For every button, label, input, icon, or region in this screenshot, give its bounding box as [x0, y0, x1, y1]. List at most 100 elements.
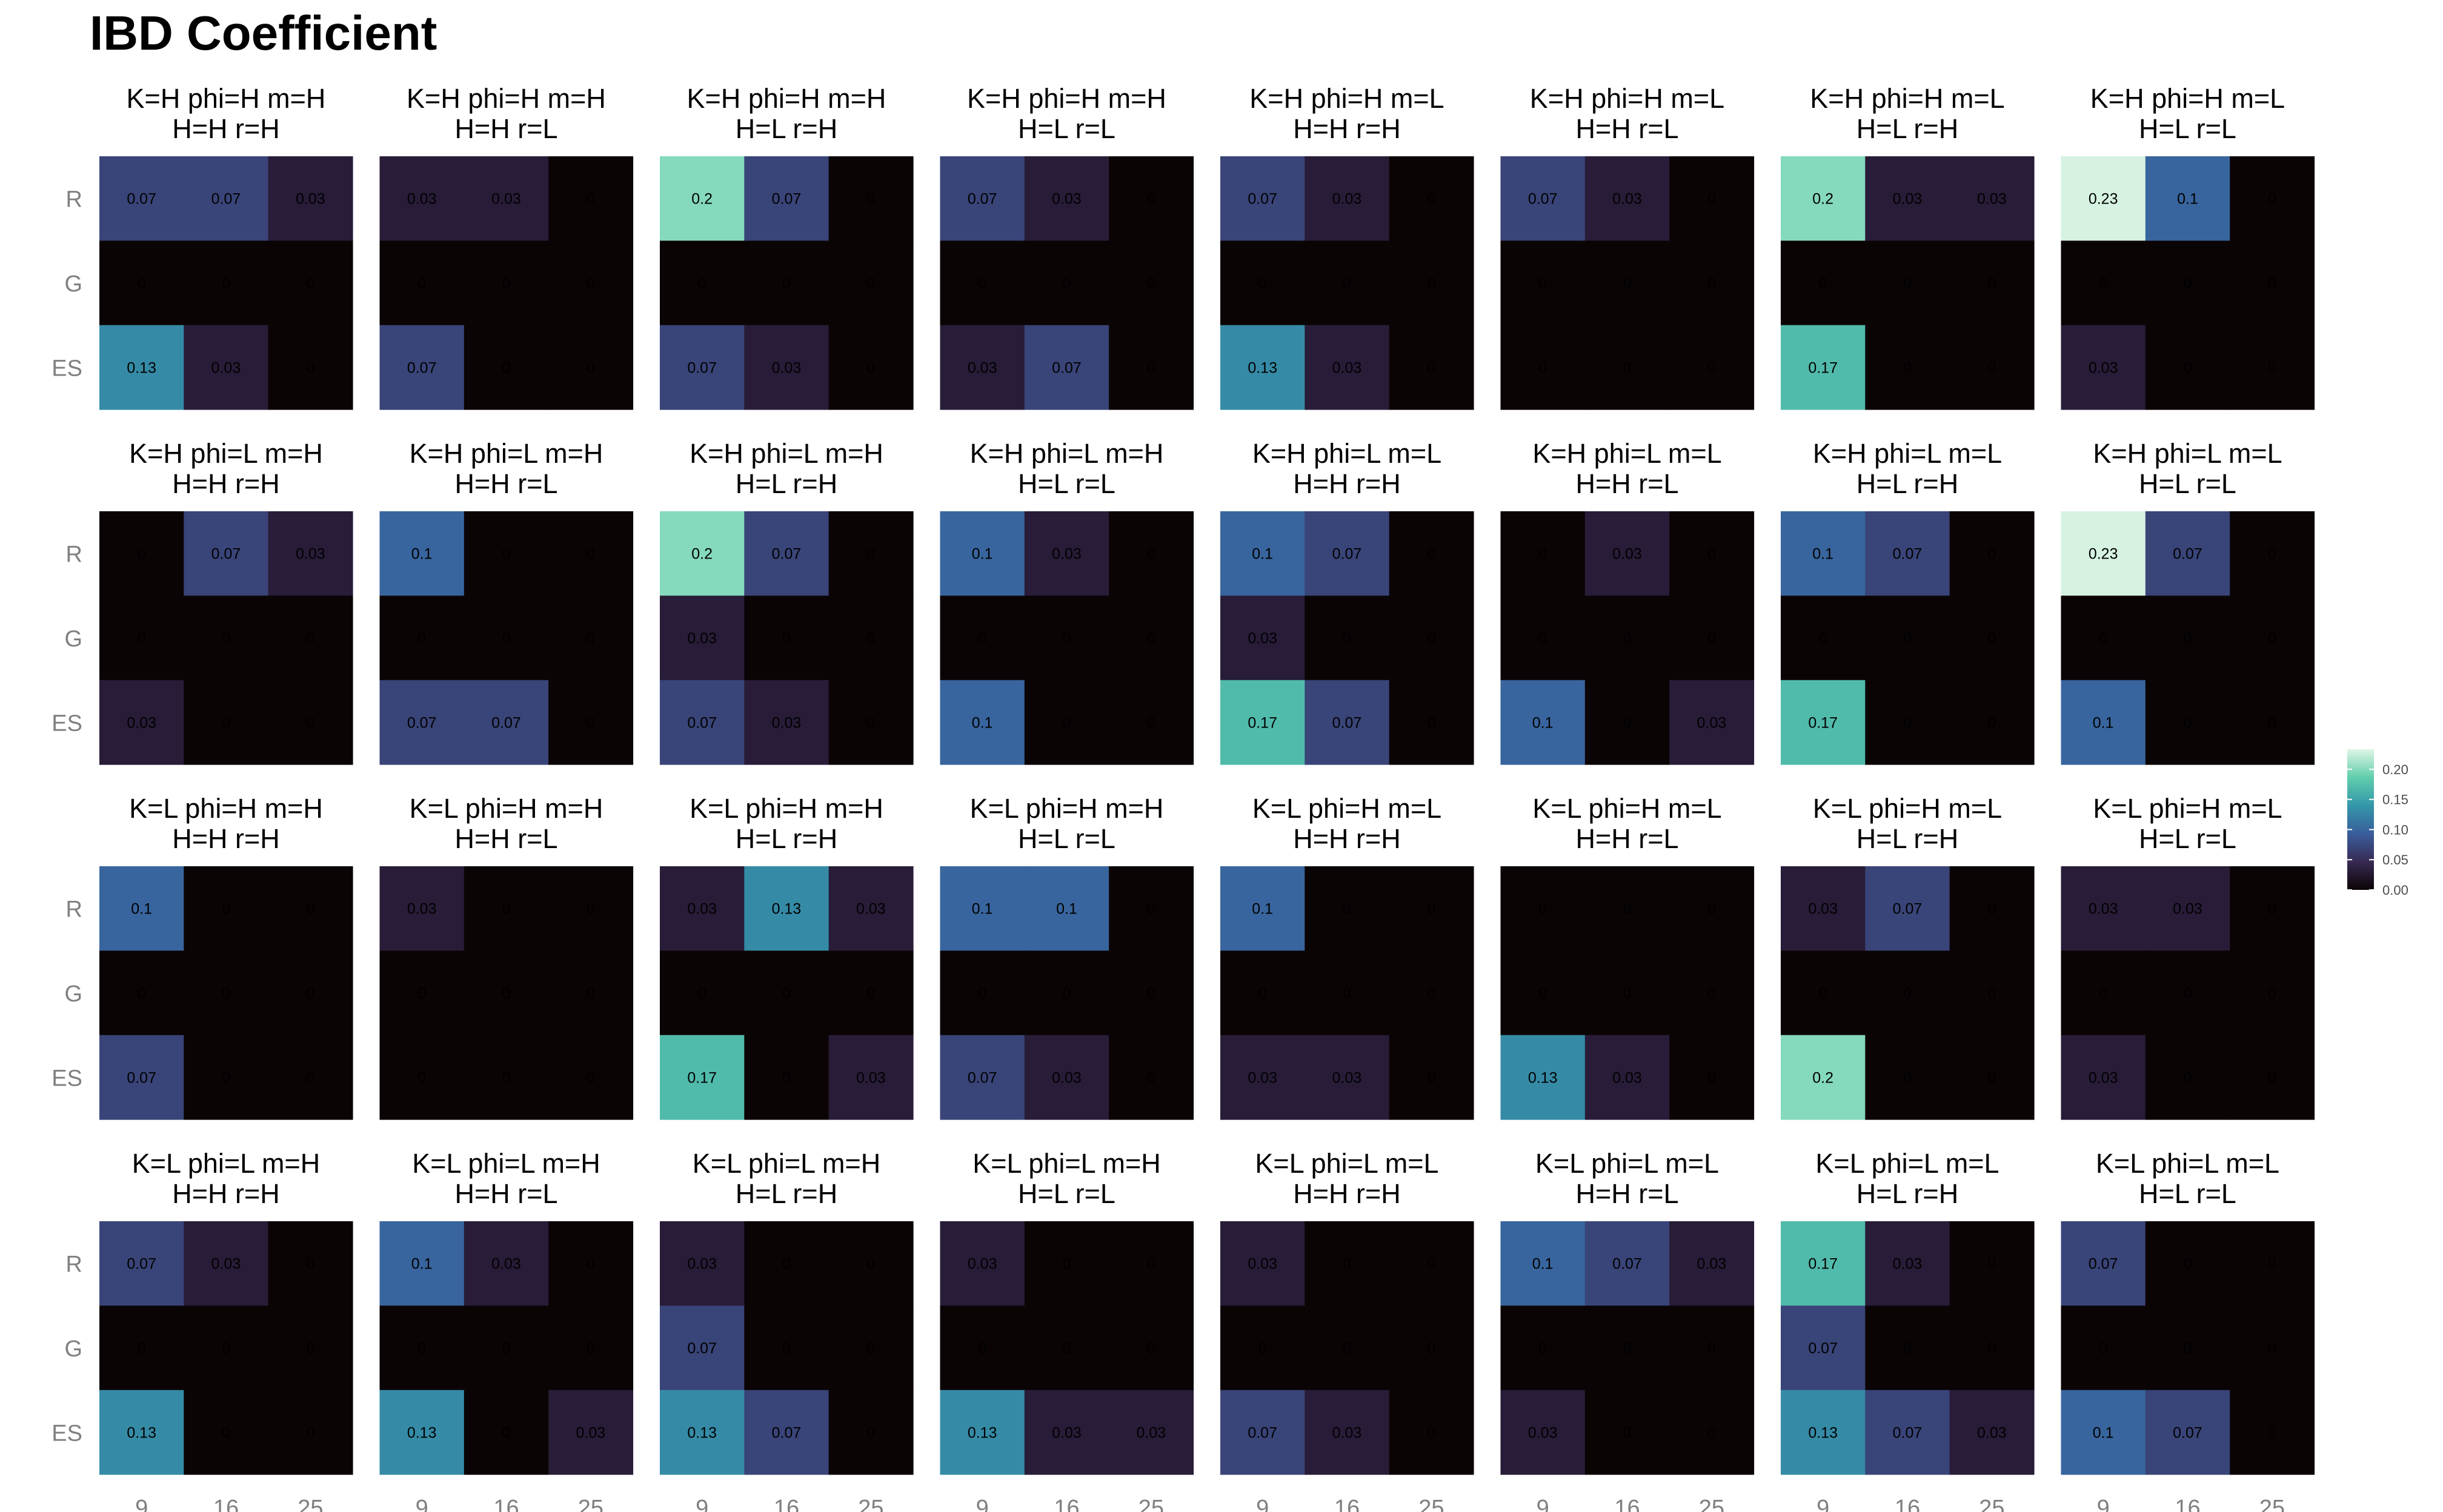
cell-value-label: 0.07 — [2089, 1256, 2118, 1273]
cell-value-label: 0 — [1707, 359, 1716, 376]
heatmap-cell — [2145, 325, 2230, 410]
cell-value-label: 0 — [1147, 630, 1155, 647]
heatmap-cell — [1024, 1390, 1109, 1475]
panel-title-line2: H=H r=H — [1293, 113, 1401, 144]
heatmap-cell — [828, 511, 914, 596]
heatmap-cell — [1669, 240, 1755, 326]
heatmap-panel: K=H phi=L m=HH=L r=H 0.2 0.07 0 0.03 0 0 0.07 0.… — [660, 438, 914, 765]
cell-value-label: 0 — [782, 985, 791, 1002]
heatmap-cell — [1949, 595, 2035, 681]
heatmap-panel: K=H phi=L m=LH=L r=H 0.1 0.07 0 0 0 0 0.17 0 0 — [1781, 438, 2035, 765]
cell-value-label: 0 — [306, 714, 314, 731]
cell-value-label: 0 — [138, 546, 146, 563]
heatmap-cell — [1584, 325, 1670, 410]
heatmap-cell — [2145, 1390, 2230, 1475]
heatmap-cell — [1389, 1390, 1474, 1475]
panel-title-line2: H=H r=H — [172, 823, 280, 854]
heatmap-cell — [268, 156, 353, 241]
cell-value-label: 0 — [866, 1424, 875, 1441]
cell-value-label: 0.03 — [1332, 359, 1362, 376]
heatmap-cell — [2061, 595, 2146, 681]
heatmap-cell — [744, 680, 829, 765]
heatmap-panel: K=L phi=H m=LH=L r=H 0.03 0.07 0 0 0 0 0.2 0 0 — [1781, 793, 2035, 1120]
heatmap-cell — [99, 1035, 184, 1120]
panel-title-line1: K=H phi=H m=H — [407, 83, 606, 114]
heatmap-cell — [1669, 1221, 1755, 1306]
heatmap-cell — [379, 240, 465, 326]
heatmap-cell — [2061, 325, 2146, 410]
heatmap-cell — [268, 680, 353, 765]
cell-value-label: 0.1 — [1532, 714, 1554, 731]
heatmap-cell — [660, 325, 745, 410]
cell-value-label: 0.1 — [1252, 901, 1273, 918]
cell-value-label: 0 — [587, 275, 595, 292]
x-tick-label: 9 — [1816, 1496, 1829, 1512]
heatmap-panel: K=L phi=H m=LH=H r=L 0 0 0 0 0 0 0.13 0.03 0 — [1500, 793, 1755, 1120]
panel-title-line2: H=L r=H — [1856, 468, 1958, 499]
heatmap-panel: K=H phi=H m=HH=H r=H 0.07 0.07 0.03 0 0 0 0.13 0… — [52, 83, 353, 410]
cell-value-label: 0 — [1538, 985, 1547, 1002]
panel-title-line1: K=L phi=H m=H — [970, 793, 1164, 824]
cell-value-label: 0 — [1819, 630, 1827, 647]
cell-value-label: 0 — [2268, 901, 2276, 918]
cell-value-label: 0 — [1147, 901, 1155, 918]
heatmap-cell — [464, 680, 549, 765]
x-tick-label: 25 — [2259, 1496, 2285, 1512]
cell-value-label: 0 — [306, 1424, 314, 1441]
heatmap-cell — [1781, 511, 1866, 596]
cell-value-label: 0 — [222, 985, 230, 1002]
legend-tick-label: 0.00 — [2382, 883, 2408, 898]
panel-title-line2: H=L r=L — [2139, 468, 2236, 499]
panel-title-line2: H=H r=L — [1575, 1178, 1678, 1209]
cell-value-label: 0 — [1623, 985, 1632, 1002]
cell-value-label: 0 — [978, 630, 986, 647]
cell-value-label: 0.07 — [1612, 1256, 1642, 1273]
heatmap-panel: K=H phi=H m=HH=L r=H 0.2 0.07 0 0 0 0 0.07 0.03 0 — [660, 83, 914, 410]
cell-value-label: 0 — [1987, 546, 1996, 563]
color-legend: 0.20 0.15 0.10 0.05 0.00 — [2347, 749, 2408, 898]
heatmap-cell — [548, 1390, 634, 1475]
heatmap-cell — [268, 950, 353, 1036]
cell-value-label: 0.07 — [407, 359, 437, 376]
cell-value-label: 0 — [1987, 275, 1996, 292]
panel-title-line2: H=H r=H — [172, 1178, 280, 1209]
heatmap-cell — [1865, 1390, 1950, 1475]
heatmap-cell — [379, 680, 465, 765]
heatmap-cell — [1024, 866, 1109, 951]
heatmap-cell — [268, 240, 353, 326]
heatmap-panel: K=H phi=L m=LH=L r=L 0.23 0.07 0 0 0 0 0.1 0 0 — [2061, 438, 2315, 765]
cell-value-label: 0.03 — [1808, 901, 1838, 918]
heatmap-cell — [1305, 325, 1390, 410]
cell-value-label: 0.1 — [131, 901, 152, 918]
heatmap-cell — [1669, 866, 1755, 951]
panel-title-line2: H=H r=L — [1575, 823, 1678, 854]
cell-value-label: 0 — [1343, 901, 1351, 918]
panel-title-line1: K=L phi=L m=H — [972, 1148, 1161, 1179]
panel-title-line2: H=H r=H — [1293, 1178, 1401, 1209]
heatmap-cell — [464, 1305, 549, 1391]
cell-value-label: 0 — [1623, 359, 1632, 376]
heatmap-cell — [379, 1035, 465, 1120]
heatmap-cell — [1584, 950, 1670, 1036]
heatmap-cell — [1584, 156, 1670, 241]
heatmap-cell — [1584, 511, 1670, 596]
cell-value-label: 0 — [1063, 985, 1071, 1002]
heatmap-panel: K=H phi=H m=LH=H r=L 0.07 0.03 0 0 0 0 0 0 0 — [1500, 83, 1755, 410]
heatmap-cell — [2145, 1305, 2230, 1391]
cell-value-label: 0.03 — [491, 1256, 521, 1273]
panel-title-line2: H=L r=L — [2139, 1178, 2236, 1209]
heatmap-cell — [828, 950, 914, 1036]
heatmap-cell — [2061, 680, 2146, 765]
heatmap-cell — [940, 866, 1025, 951]
heatmap-cell — [1584, 680, 1670, 765]
heatmap-cell — [1500, 325, 1586, 410]
cell-value-label: 0 — [1258, 985, 1267, 1002]
cell-value-label: 0 — [1063, 714, 1071, 731]
cell-value-label: 0.13 — [687, 1424, 717, 1441]
heatmap-cell — [1584, 1221, 1670, 1306]
y-tick-label: ES — [52, 356, 82, 381]
panel-title-line2: H=L r=L — [2139, 113, 2236, 144]
heatmap-cell — [744, 511, 829, 596]
heatmap-cell — [1584, 595, 1670, 681]
